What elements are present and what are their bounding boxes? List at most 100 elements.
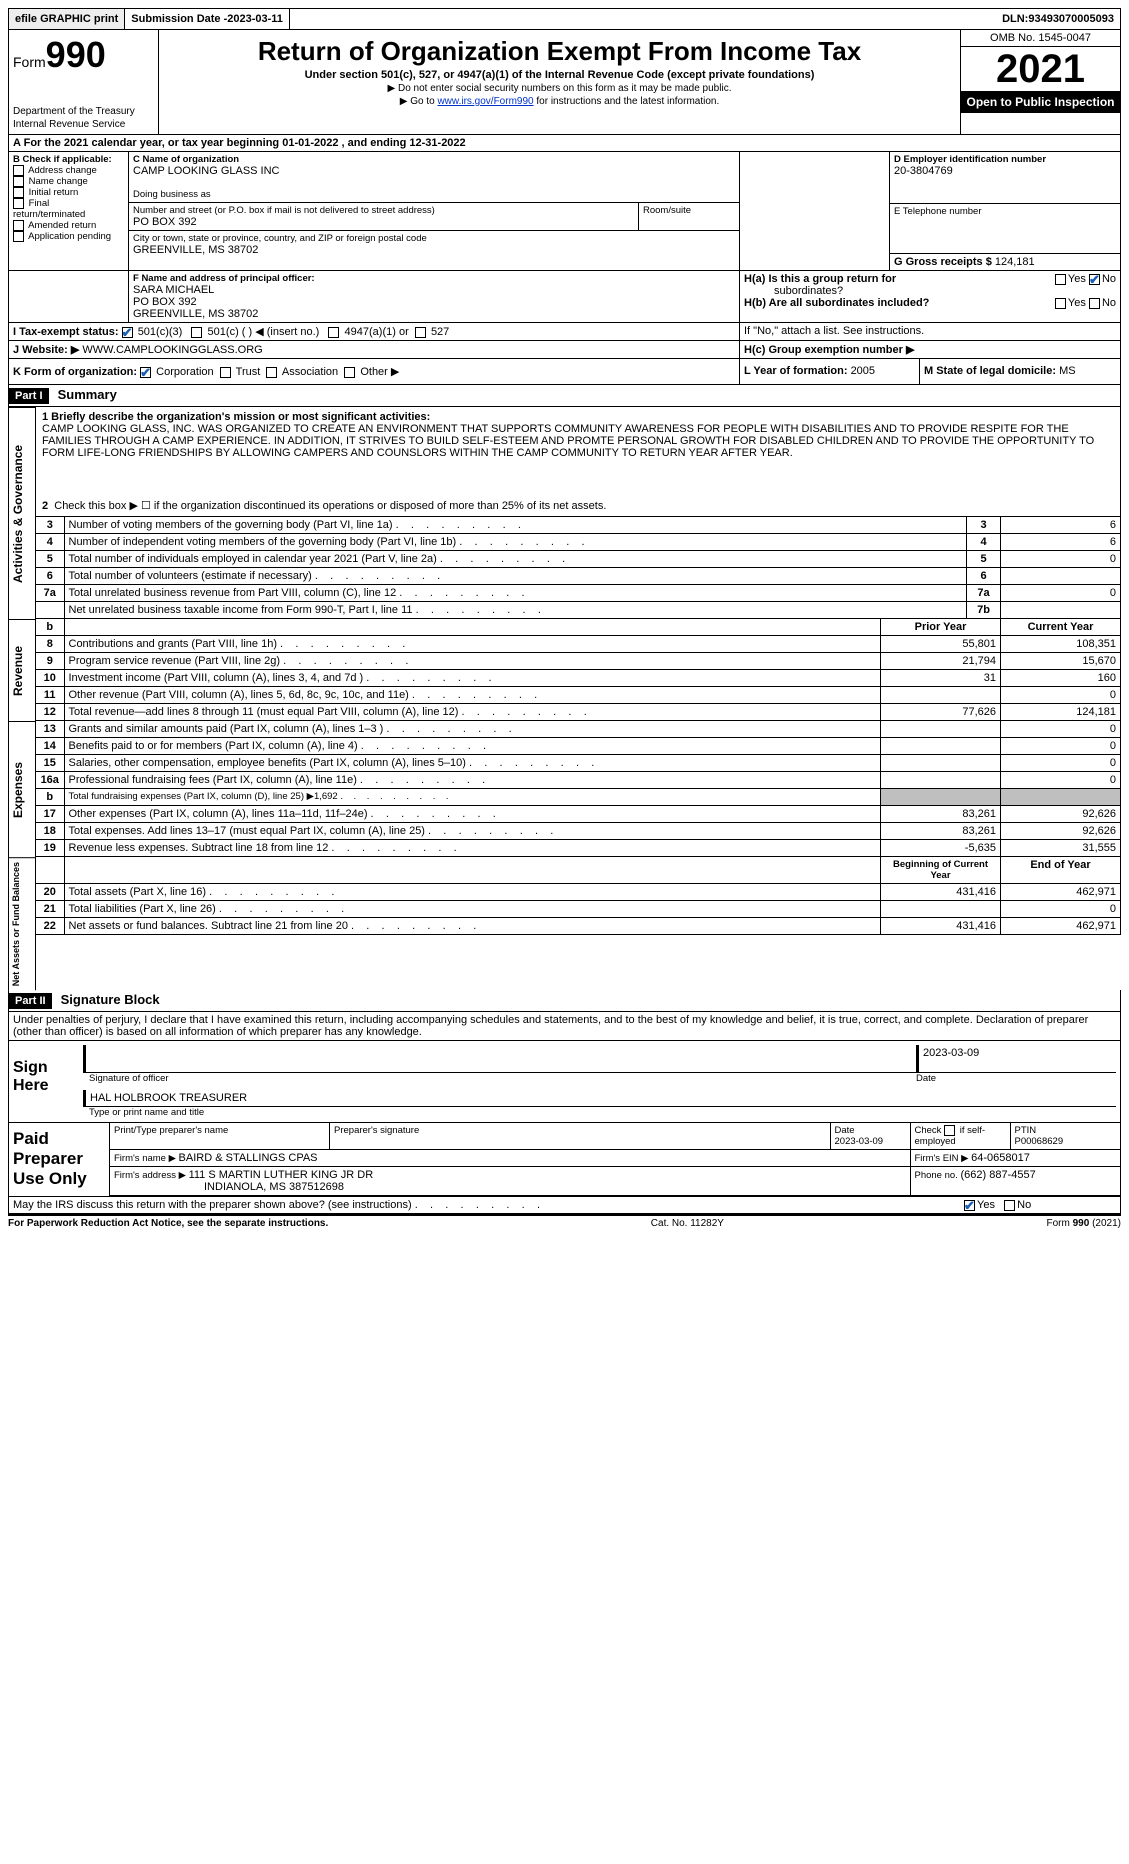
checkbox-application-pending[interactable]: [13, 231, 24, 242]
ha-label: H(a) Is this a group return for: [744, 273, 896, 285]
checkbox-final-return-terminated[interactable]: [13, 198, 24, 209]
4947-checkbox[interactable]: [328, 327, 339, 338]
room-suite-label: Room/suite: [643, 205, 735, 216]
year-formation-label: L Year of formation:: [744, 365, 851, 377]
end-year-hdr: End of Year: [1001, 857, 1121, 884]
officer-name-title: HAL HOLBROOK TREASURER: [90, 1092, 1112, 1104]
firm-name: BAIRD & STALLINGS CPAS: [179, 1152, 318, 1164]
part1-badge: Part I: [9, 388, 49, 404]
prep-date: 2023-03-09: [835, 1136, 884, 1147]
table-row: 3Number of voting members of the governi…: [36, 517, 1121, 534]
hb-no-checkbox[interactable]: [1089, 298, 1100, 309]
other-checkbox[interactable]: [344, 367, 355, 378]
prep-date-hdr: Date: [835, 1125, 855, 1136]
ein-value: 20-3804769: [894, 165, 1116, 177]
block-f: F Name and address of principal officer:…: [129, 271, 740, 322]
gross-receipts-label: G Gross receipts $: [894, 256, 995, 268]
firm-phone: (662) 887-4557: [960, 1169, 1035, 1181]
preparer-table: Print/Type preparer's name Preparer's si…: [109, 1123, 1120, 1196]
net-assets-table: Beginning of Current Year End of Year 20…: [36, 857, 1121, 935]
efile-print-button[interactable]: efile GRAPHIC print: [9, 9, 125, 29]
part2-badge: Part II: [9, 993, 52, 1009]
discuss-yes-checkbox[interactable]: [964, 1200, 975, 1211]
block-a: A For the 2021 calendar year, or tax yea…: [8, 135, 1121, 152]
goto-note: ▶ Go to www.irs.gov/Form990 for instruct…: [163, 96, 956, 107]
header-left: Form990 Department of the Treasury Inter…: [9, 30, 159, 134]
block-i: I Tax-exempt status: 501(c)(3) 501(c) ( …: [8, 323, 1121, 341]
street-address: PO BOX 392: [133, 216, 634, 228]
tax-year: 2021: [961, 47, 1120, 91]
dln-label: DLN:: [1002, 13, 1028, 25]
dln-value: 93493070005093: [1028, 13, 1114, 25]
501c3-checkbox[interactable]: [122, 327, 133, 338]
checkbox-address-change[interactable]: [13, 165, 24, 176]
revenue-section: Revenue b Prior Year Current Year 8Contr…: [8, 619, 1121, 721]
state-domicile-value: MS: [1059, 365, 1076, 377]
ptin-label: PTIN: [1015, 1125, 1037, 1136]
ha-no-checkbox[interactable]: [1089, 274, 1100, 285]
table-row: 13Grants and similar amounts paid (Part …: [36, 721, 1121, 738]
checkbox-initial-return[interactable]: [13, 187, 24, 198]
part2-header: Part II Signature Block: [8, 990, 1121, 1012]
discuss-no-checkbox[interactable]: [1004, 1200, 1015, 1211]
block-bcdefg: B Check if applicable: Address change Na…: [8, 152, 1121, 271]
trust-checkbox[interactable]: [220, 367, 231, 378]
gross-receipts-value: 124,181: [995, 256, 1035, 268]
block-fh: F Name and address of principal officer:…: [8, 271, 1121, 323]
top-bar: efile GRAPHIC print Submission Date - 20…: [8, 8, 1121, 30]
ssn-note: ▶ Do not enter social security numbers o…: [163, 83, 956, 94]
sig-date: 2023-03-09: [923, 1047, 1112, 1059]
table-row: 7aTotal unrelated business revenue from …: [36, 585, 1121, 602]
hb-note: If "No," attach a list. See instructions…: [740, 323, 1120, 340]
ha-yes-checkbox[interactable]: [1055, 274, 1066, 285]
block-h: H(a) Is this a group return for subordin…: [740, 271, 1120, 322]
self-employed-checkbox[interactable]: [944, 1125, 955, 1136]
table-row: 18Total expenses. Add lines 13–17 (must …: [36, 823, 1121, 840]
firm-addr-label: Firm's address ▶: [114, 1170, 189, 1181]
table-row: 9Program service revenue (Part VIII, lin…: [36, 653, 1121, 670]
dba-label: Doing business as: [133, 189, 735, 200]
mission-text: CAMP LOOKING GLASS, INC. WAS ORGANIZED T…: [42, 423, 1114, 459]
form-number: Form990: [13, 34, 154, 76]
form990-link[interactable]: www.irs.gov/Form990: [437, 96, 533, 107]
checkbox-amended-return[interactable]: [13, 220, 24, 231]
begin-year-hdr: Beginning of Current Year: [881, 857, 1001, 884]
block-deg: D Employer identification number 20-3804…: [890, 152, 1120, 270]
table-row: 19Revenue less expenses. Subtract line 1…: [36, 840, 1121, 857]
table-row: 17Other expenses (Part IX, column (A), l…: [36, 806, 1121, 823]
page-footer: For Paperwork Reduction Act Notice, see …: [8, 1214, 1121, 1229]
checkbox-name-change[interactable]: [13, 176, 24, 187]
table-row: 22Net assets or fund balances. Subtract …: [36, 918, 1121, 935]
website-label: J Website: ▶: [13, 344, 79, 356]
paid-preparer-block: Paid Preparer Use Only Print/Type prepar…: [8, 1123, 1121, 1197]
block-b-label: B Check if applicable:: [13, 154, 124, 165]
table-row: bTotal fundraising expenses (Part IX, co…: [36, 789, 1121, 806]
table-row: 11Other revenue (Part VIII, column (A), …: [36, 687, 1121, 704]
sign-here-block: Sign Here 2023-03-09 Signature of office…: [8, 1041, 1121, 1123]
table-row: 6Total number of volunteers (estimate if…: [36, 568, 1121, 585]
state-domicile-label: M State of legal domicile:: [924, 365, 1059, 377]
assoc-checkbox[interactable]: [266, 367, 277, 378]
table-row: 16aProfessional fundraising fees (Part I…: [36, 772, 1121, 789]
sig-officer-label: Signature of officer: [83, 1073, 916, 1084]
discuss-text: May the IRS discuss this return with the…: [13, 1199, 540, 1211]
revenue-table: b Prior Year Current Year 8Contributions…: [36, 619, 1121, 721]
hc-label: H(c) Group exemption number ▶: [744, 344, 914, 356]
officer-addr1: PO BOX 392: [133, 296, 735, 308]
rev-hdr-b: b: [36, 619, 64, 636]
part2-title: Signature Block: [55, 992, 160, 1007]
org-name-label: C Name of organization: [133, 154, 735, 165]
527-checkbox[interactable]: [415, 327, 426, 338]
corp-checkbox[interactable]: [140, 367, 151, 378]
dln: DLN: 93493070005093: [996, 9, 1120, 29]
hb-yes-checkbox[interactable]: [1055, 298, 1066, 309]
city-state-zip: GREENVILLE, MS 38702: [133, 244, 735, 256]
501c-checkbox[interactable]: [191, 327, 202, 338]
block-klm: K Form of organization: Corporation Trus…: [8, 359, 1121, 385]
table-row: 10Investment income (Part VIII, column (…: [36, 670, 1121, 687]
footer-left: For Paperwork Reduction Act Notice, see …: [8, 1218, 328, 1229]
header-mid: Return of Organization Exempt From Incom…: [159, 30, 960, 134]
city-label: City or town, state or province, country…: [133, 233, 735, 244]
irs-label: Internal Revenue Service: [13, 119, 154, 130]
officer-addr2: GREENVILLE, MS 38702: [133, 308, 735, 320]
